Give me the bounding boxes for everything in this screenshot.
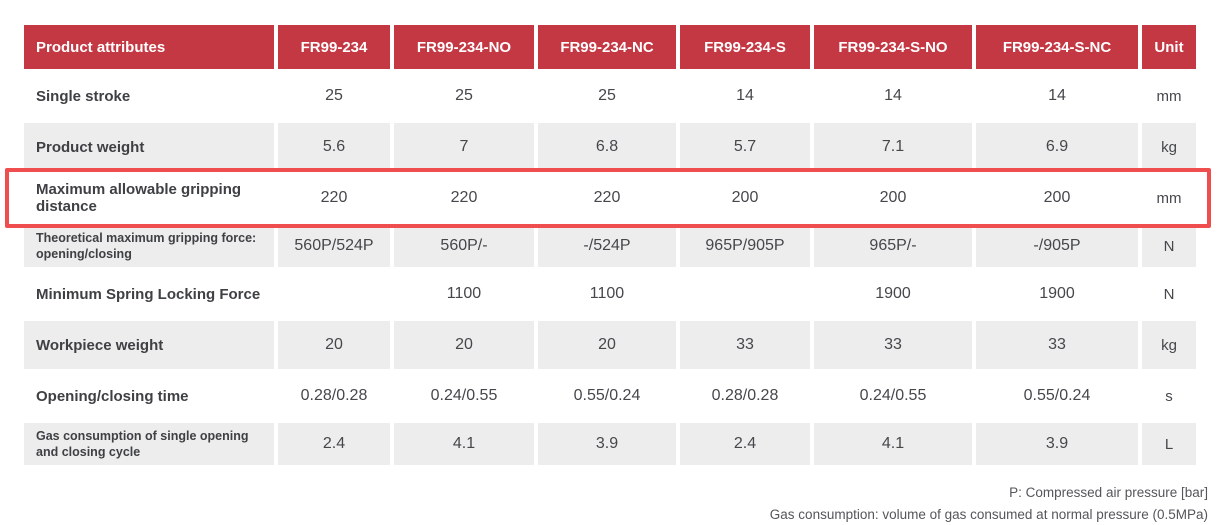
cell-value (278, 270, 390, 318)
cell-value: 33 (814, 321, 972, 369)
cell-value: 220 (320, 189, 348, 206)
unit-cell: mm (1156, 87, 1182, 105)
row-label: Gas consumption of single opening and cl… (24, 423, 274, 465)
cell-value: 7 (394, 123, 534, 171)
unit-cell: s (1165, 387, 1173, 405)
row-label: Theoretical maximum gripping force: open… (24, 225, 274, 267)
cell-value: 2.4 (278, 423, 390, 465)
cell-value: 7.1 (814, 123, 972, 171)
column-header-product-attributes: Product attributes (24, 25, 274, 69)
table-header-row: Product attributes FR99-234 FR99-234-NO … (24, 25, 1196, 69)
cell-value: 3.9 (538, 423, 676, 465)
cell-value: -/524P (538, 225, 676, 267)
unit-cell: mm (1156, 189, 1182, 207)
cell-value: 5.7 (680, 123, 810, 171)
unit-cell: kg (1142, 321, 1196, 369)
footnotes: P: Compressed air pressure [bar] Gas con… (20, 482, 1210, 525)
cell-value: 1900 (875, 285, 911, 302)
cell-value: 25 (598, 87, 616, 104)
row-label: Single stroke (36, 87, 131, 105)
cell-value: 14 (1048, 87, 1066, 104)
column-header-fr99-234-s: FR99-234-S (680, 25, 810, 69)
cell-value: 1100 (589, 285, 625, 302)
cell-value: 0.55/0.24 (573, 387, 641, 404)
product-spec-table-container: Product attributes FR99-234 FR99-234-NO … (5, 22, 1211, 468)
cell-value: 6.9 (976, 123, 1138, 171)
column-header-fr99-234-nc: FR99-234-NC (538, 25, 676, 69)
cell-value: 33 (680, 321, 810, 369)
cell-value: 33 (976, 321, 1138, 369)
table-row-single-stroke: Single stroke 25 25 25 14 14 14 mm (24, 72, 1196, 120)
footnote-gas-consumption: Gas consumption: volume of gas consumed … (769, 506, 1208, 522)
table-row-workpiece-weight: Workpiece weight 20 20 20 33 33 33 kg (24, 321, 1196, 369)
cell-value: 200 (1043, 189, 1071, 206)
footnote-pressure: P: Compressed air pressure [bar] (1009, 485, 1208, 500)
cell-value: 14 (736, 87, 754, 104)
column-header-fr99-234-s-no: FR99-234-S-NO (814, 25, 972, 69)
cell-value: 220 (593, 189, 621, 206)
table-row-gas-consumption: Gas consumption of single opening and cl… (24, 423, 1196, 465)
column-header-fr99-234: FR99-234 (278, 25, 390, 69)
cell-value: 560P/524P (278, 225, 390, 267)
cell-value: 0.28/0.28 (300, 387, 368, 404)
cell-value: 200 (731, 189, 759, 206)
cell-value: 14 (884, 87, 902, 104)
cell-value: -/905P (976, 225, 1138, 267)
cell-value: 20 (394, 321, 534, 369)
cell-value: 20 (538, 321, 676, 369)
table-row-max-gripping-distance: Maximum allowable gripping distance 220 … (24, 174, 1196, 222)
unit-cell: kg (1142, 123, 1196, 171)
product-spec-table: Product attributes FR99-234 FR99-234-NO … (20, 22, 1200, 468)
cell-value: 2.4 (680, 423, 810, 465)
cell-value: 5.6 (278, 123, 390, 171)
cell-value: 1100 (446, 285, 482, 302)
table-row-theoretical-gripping-force: Theoretical maximum gripping force: open… (24, 225, 1196, 267)
cell-value: 20 (278, 321, 390, 369)
cell-value: 25 (325, 87, 343, 104)
cell-value: 25 (455, 87, 473, 104)
cell-value (680, 270, 810, 318)
row-label: Maximum allowable gripping distance (36, 181, 242, 215)
row-label: Product weight (24, 123, 274, 171)
cell-value: 220 (450, 189, 478, 206)
cell-value: 1900 (1039, 285, 1075, 302)
cell-value: 4.1 (814, 423, 972, 465)
table-row-product-weight: Product weight 5.6 7 6.8 5.7 7.1 6.9 kg (24, 123, 1196, 171)
cell-value: 965P/- (814, 225, 972, 267)
unit-cell: L (1142, 423, 1196, 465)
cell-value: 965P/905P (680, 225, 810, 267)
column-header-fr99-234-s-nc: FR99-234-S-NC (976, 25, 1138, 69)
cell-value: 560P/- (394, 225, 534, 267)
cell-value: 0.24/0.55 (859, 387, 927, 404)
table-row-opening-closing-time: Opening/closing time 0.28/0.28 0.24/0.55… (24, 372, 1196, 420)
cell-value: 6.8 (538, 123, 676, 171)
cell-value: 0.28/0.28 (711, 387, 779, 404)
cell-value: 200 (879, 189, 907, 206)
column-header-unit: Unit (1142, 25, 1196, 69)
column-header-fr99-234-no: FR99-234-NO (394, 25, 534, 69)
row-label: Opening/closing time (36, 387, 189, 405)
row-label: Workpiece weight (24, 321, 274, 369)
unit-cell: N (1163, 285, 1175, 303)
cell-value: 0.55/0.24 (1023, 387, 1091, 404)
table-row-min-spring-locking-force: Minimum Spring Locking Force 1100 1100 1… (24, 270, 1196, 318)
row-label: Minimum Spring Locking Force (36, 285, 261, 303)
cell-value: 4.1 (394, 423, 534, 465)
cell-value: 0.24/0.55 (430, 387, 498, 404)
unit-cell: N (1142, 225, 1196, 267)
cell-value: 3.9 (976, 423, 1138, 465)
